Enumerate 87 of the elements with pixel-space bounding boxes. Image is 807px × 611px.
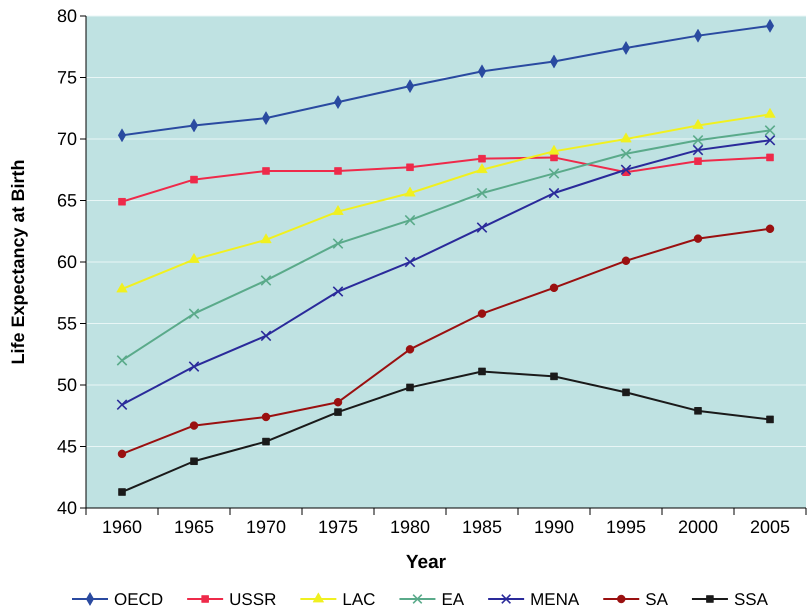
point [262, 438, 270, 446]
y-tick-label: 70 [56, 128, 77, 149]
point [190, 421, 198, 430]
point [478, 154, 486, 162]
point [116, 354, 128, 366]
point [692, 144, 704, 156]
point [548, 188, 560, 199]
point [620, 164, 632, 176]
y-axis-title: Life Expectancy at Birth [8, 159, 28, 365]
point [548, 144, 560, 155]
point [116, 399, 128, 410]
point [404, 256, 416, 268]
point [694, 234, 702, 243]
point [260, 330, 272, 342]
point [620, 132, 632, 142]
point [332, 286, 344, 298]
point [118, 450, 126, 458]
legend-label: EA [441, 590, 465, 609]
point [766, 416, 774, 424]
y-tick-label: 40 [56, 498, 77, 518]
point [550, 372, 558, 380]
point [764, 134, 776, 146]
point [334, 167, 342, 175]
point [692, 134, 704, 146]
point [404, 186, 416, 196]
x-tick-label: 1980 [390, 516, 430, 537]
point [478, 368, 486, 376]
point [478, 309, 486, 318]
point [262, 167, 270, 175]
x-axis-title: Year [406, 552, 447, 573]
point [622, 256, 630, 265]
y-tick-label: 45 [56, 436, 77, 456]
y-tick-label: 55 [56, 313, 77, 334]
legend-label: SSA [734, 590, 769, 609]
x-tick-label: 1990 [534, 516, 574, 537]
point [764, 108, 776, 118]
point [620, 148, 632, 160]
point [116, 282, 128, 292]
point [118, 198, 126, 206]
legend-label: LAC [342, 590, 376, 609]
point [694, 157, 702, 165]
legend-label: OECD [114, 590, 164, 609]
point [406, 164, 414, 172]
point [262, 412, 270, 422]
y-tick-label: 60 [56, 252, 77, 272]
point [118, 488, 126, 496]
x-tick-label: 1975 [318, 516, 358, 537]
point [260, 274, 272, 286]
point [622, 388, 630, 396]
x-tick-label: 1965 [174, 516, 214, 537]
x-tick-label: 2005 [750, 516, 790, 537]
point [550, 284, 558, 292]
legend-label: USSR [229, 590, 276, 609]
point [404, 214, 416, 226]
point [476, 163, 488, 174]
x-tick-label: 1995 [606, 516, 646, 537]
point [188, 253, 200, 263]
point [334, 398, 342, 406]
point [190, 457, 198, 466]
x-tick-label: 1985 [462, 516, 502, 537]
point [550, 154, 558, 162]
point [188, 361, 200, 372]
point [406, 384, 414, 392]
x-tick-label: 2000 [678, 516, 718, 537]
point [260, 233, 272, 244]
point [406, 345, 414, 354]
point [476, 188, 488, 199]
x-tick-label: 1960 [102, 516, 142, 537]
point [766, 154, 774, 162]
point [334, 408, 342, 416]
x-tick-label: 1970 [246, 516, 286, 537]
point [332, 205, 344, 215]
point [190, 176, 198, 184]
point [332, 238, 344, 250]
legend-label: MENA [530, 590, 580, 609]
y-tick-label: 75 [56, 67, 77, 88]
y-tick-label: 50 [56, 374, 77, 395]
point [694, 407, 702, 415]
y-tick-label: 80 [56, 6, 77, 26]
point [476, 222, 488, 234]
legend-label: SA [645, 590, 669, 609]
point [692, 119, 704, 129]
y-tick-label: 65 [56, 190, 77, 210]
point [548, 168, 560, 179]
point [764, 124, 776, 136]
point [766, 224, 774, 234]
point [188, 308, 200, 320]
